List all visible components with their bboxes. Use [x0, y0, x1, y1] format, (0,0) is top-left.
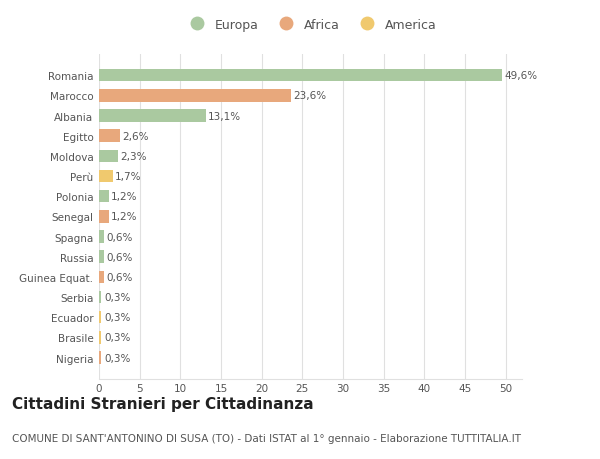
Bar [99, 311, 101, 324]
Text: 0,3%: 0,3% [104, 292, 130, 302]
Text: COMUNE DI SANT'ANTONINO DI SUSA (TO) - Dati ISTAT al 1° gennaio - Elaborazione T: COMUNE DI SANT'ANTONINO DI SUSA (TO) - D… [12, 433, 521, 442]
Text: 1,2%: 1,2% [111, 192, 138, 202]
Legend: Europa, Africa, America: Europa, Africa, America [182, 16, 439, 34]
Bar [99, 90, 291, 102]
Text: 0,6%: 0,6% [106, 232, 133, 242]
Bar [99, 251, 104, 263]
Text: 2,3%: 2,3% [120, 151, 146, 162]
Bar [99, 110, 206, 123]
Text: 1,2%: 1,2% [111, 212, 138, 222]
Bar [99, 130, 120, 143]
Text: 0,6%: 0,6% [106, 272, 133, 282]
Bar [99, 352, 101, 364]
Bar [99, 231, 104, 243]
Text: 2,6%: 2,6% [122, 131, 149, 141]
Text: 0,3%: 0,3% [104, 313, 130, 323]
Text: 0,3%: 0,3% [104, 353, 130, 363]
Bar [99, 190, 109, 203]
Text: 13,1%: 13,1% [208, 111, 241, 121]
Bar [99, 70, 502, 82]
Text: 0,3%: 0,3% [104, 333, 130, 342]
Bar [99, 331, 101, 344]
Bar [99, 150, 118, 163]
Bar [99, 271, 104, 284]
Bar [99, 291, 101, 303]
Text: Cittadini Stranieri per Cittadinanza: Cittadini Stranieri per Cittadinanza [12, 397, 314, 412]
Text: 1,7%: 1,7% [115, 172, 142, 182]
Bar [99, 211, 109, 223]
Text: 49,6%: 49,6% [505, 71, 538, 81]
Text: 23,6%: 23,6% [293, 91, 326, 101]
Bar [99, 170, 113, 183]
Text: 0,6%: 0,6% [106, 252, 133, 262]
